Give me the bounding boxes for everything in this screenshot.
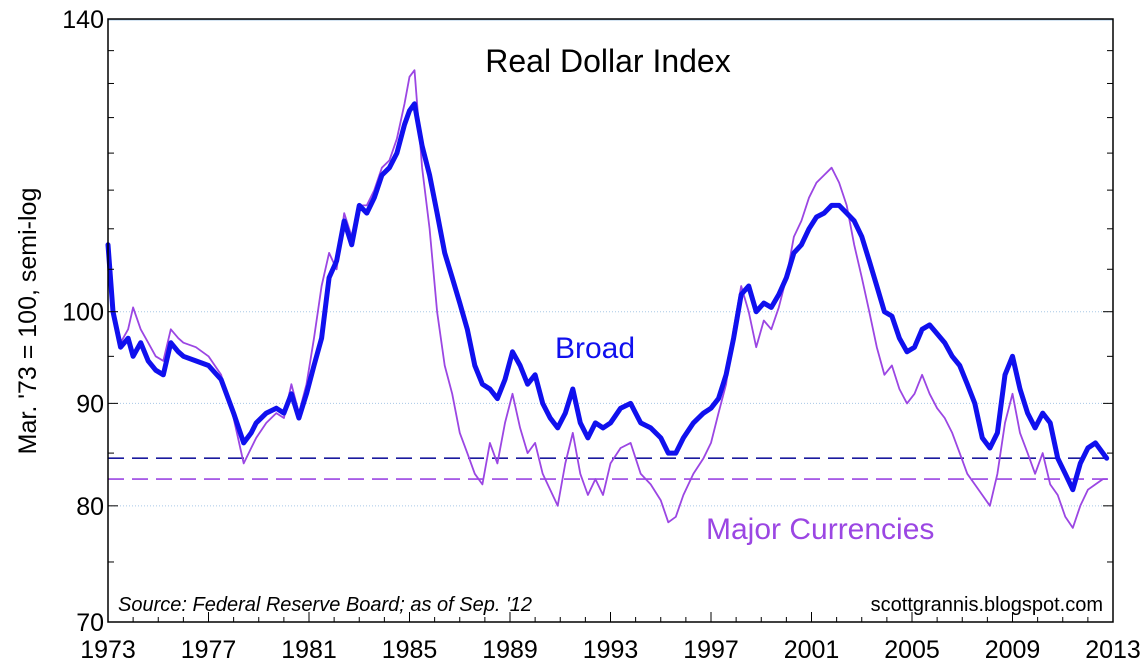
grid (108, 19, 1113, 507)
x-tick-label: 1989 (482, 636, 538, 664)
x-tick-label: 2001 (784, 636, 840, 664)
source-note: Source: Federal Reserve Board; as of Sep… (118, 594, 532, 616)
y-tick-label: 70 (76, 609, 104, 637)
x-tick-label: 2005 (884, 636, 940, 664)
x-tick-label: 1973 (80, 636, 136, 664)
y-tick-label: 80 (76, 493, 104, 521)
chart-title: Real Dollar Index (485, 43, 730, 79)
x-tick-label: 1993 (583, 636, 639, 664)
x-tick-label: 1981 (281, 636, 337, 664)
y-axis-label: Mar. '73 = 100, semi-log (14, 188, 42, 455)
axis-ticks: 70 80 90 100 140 1973 1977 1981 1985 1989 1993 1997… (62, 6, 1141, 664)
series-label-major-currencies: Major Currencies (706, 513, 934, 546)
x-tick-label: 1977 (181, 636, 237, 664)
credit-text: scottgrannis.blogspot.com (871, 594, 1103, 616)
y-tick-label: 90 (76, 390, 104, 418)
y-tick-label: 140 (62, 6, 104, 34)
x-tick-label: 2009 (985, 636, 1041, 664)
series-lines (105, 69, 1110, 529)
x-tick-label: 2013 (1085, 636, 1141, 664)
series-label-broad: Broad (555, 332, 635, 365)
y-tick-label: 100 (62, 299, 104, 327)
x-tick-label: 1997 (683, 636, 739, 664)
x-tick-label: 1985 (382, 636, 438, 664)
series-line-broad (105, 101, 1110, 493)
